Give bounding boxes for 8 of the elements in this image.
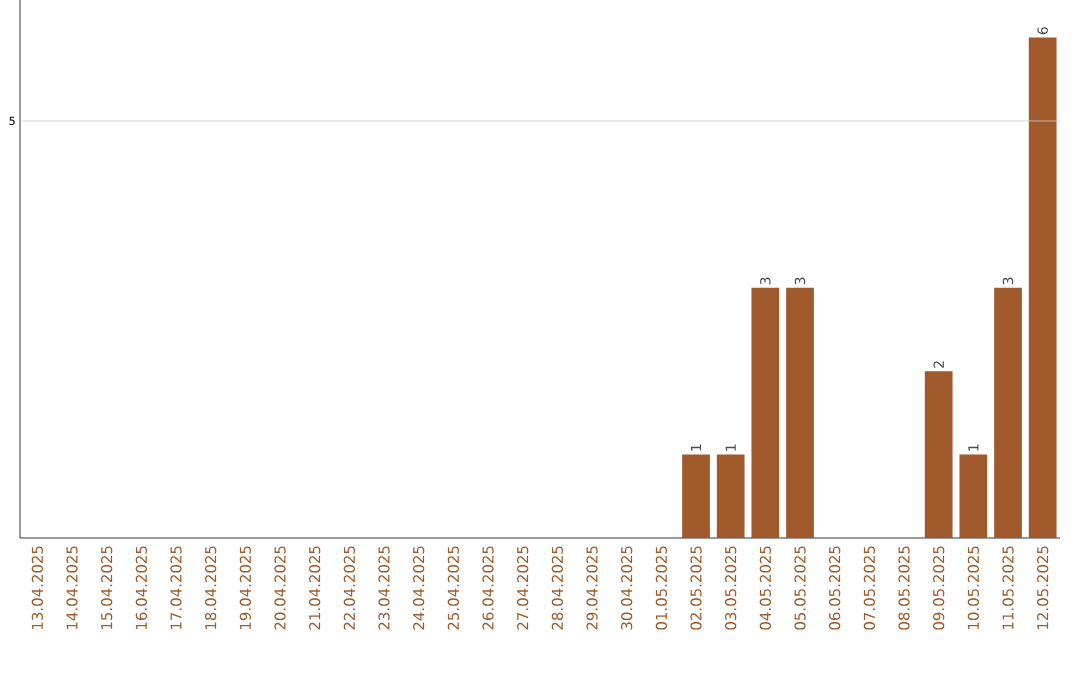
bar [751, 287, 780, 538]
bar [994, 287, 1022, 538]
bar [924, 371, 953, 538]
bar [786, 287, 814, 538]
bar [716, 454, 745, 538]
bar [1028, 37, 1057, 538]
bar [682, 454, 710, 538]
bar [959, 454, 988, 538]
